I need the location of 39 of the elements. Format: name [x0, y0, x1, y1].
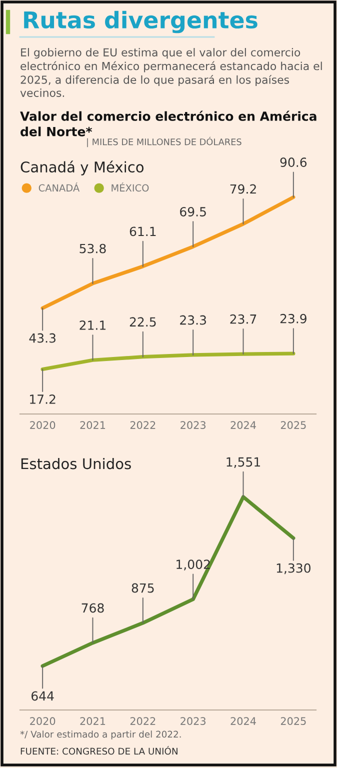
data-label: 53.8 — [80, 244, 106, 254]
text: Valor del comercio electrónico en América del Norte* — [20, 110, 316, 136]
text: Rutas divergentes — [24, 10, 258, 34]
data-label: 644 — [32, 691, 54, 701]
x-tick-label: 2024 — [230, 717, 256, 726]
data-label: 23.9 — [280, 314, 306, 324]
data-label: 1,330 — [276, 563, 310, 574]
source-note: FUENTE: CONGRESO DE LA UNIÓN — [20, 746, 178, 755]
data-label: 79.2 — [230, 184, 256, 194]
data-label: 768 — [82, 603, 104, 613]
x-tick-label: 2020 — [30, 421, 56, 430]
chart-title: Estados Unidos — [21, 458, 131, 470]
data-label: 69.5 — [180, 207, 206, 216]
data-label: 90.6 — [280, 158, 307, 168]
x-tick-label: 2024 — [230, 421, 256, 430]
x-tick-label: 2023 — [180, 421, 206, 430]
x-tick-label: 2022 — [130, 717, 156, 726]
data-label: 21.1 — [80, 320, 106, 330]
data-label: 875 — [132, 583, 154, 593]
data-label: 22.5 — [130, 317, 156, 327]
text: El gobierno de EU estima que el valor del comercio electrónico en México permanecerá estancado hacia el 2025, a diferencia de lo que pasará en los países vecinos. — [20, 48, 322, 97]
data-label: 17.2 — [30, 394, 56, 404]
data-label: 61.1 — [130, 226, 156, 236]
text: | MILES DE MILLONES DE DÓLARES — [87, 136, 242, 148]
x-tick-label: 2020 — [30, 717, 56, 726]
x-tick-label: 2025 — [280, 717, 306, 726]
legend-label: CANADÁ — [38, 182, 80, 192]
x-tick-label: 2023 — [180, 717, 206, 726]
legend-label: MÉXICO — [112, 182, 149, 192]
x-tick-label: 2022 — [130, 421, 156, 430]
data-label: 23.7 — [230, 314, 256, 324]
x-tick-label: 2021 — [80, 717, 106, 726]
data-label: 43.3 — [29, 333, 56, 343]
chart-title: Canadá y México — [20, 160, 144, 176]
data-label: 23.3 — [180, 315, 206, 325]
x-tick-label: 2025 — [280, 421, 306, 430]
data-label: 1,551 — [226, 457, 260, 468]
text: */ Valor estimado a partir del 2022. — [20, 730, 181, 740]
x-tick-label: 2021 — [80, 421, 106, 430]
